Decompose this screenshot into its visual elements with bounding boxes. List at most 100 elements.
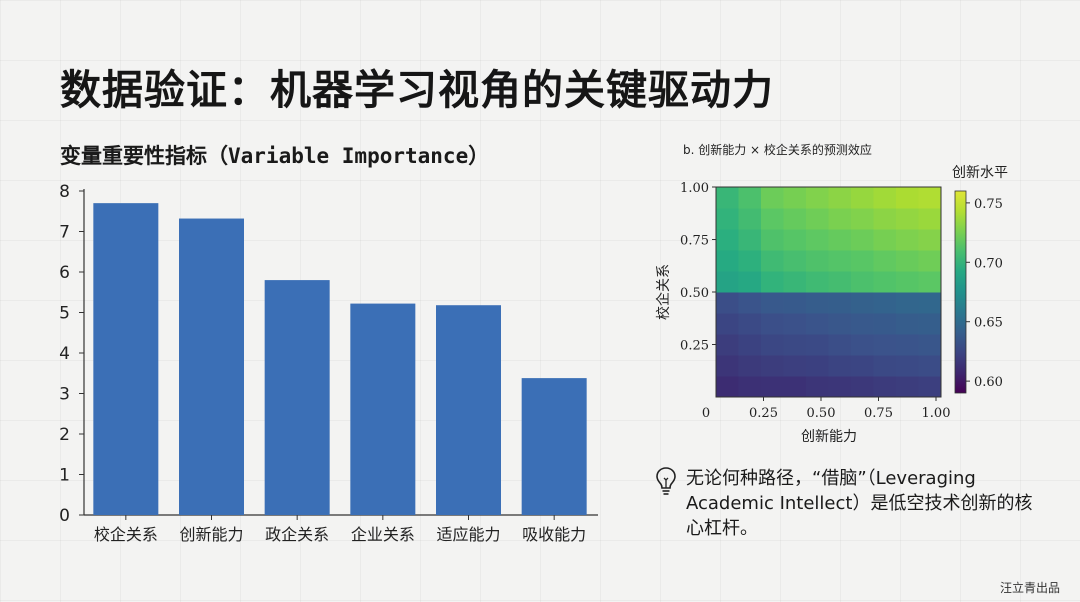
- bar-y-tick-label: 8: [59, 182, 70, 202]
- heatmap-cell: [738, 334, 762, 356]
- heatmap-cell: [873, 208, 897, 230]
- bar-y-tick-label: 5: [59, 304, 70, 324]
- heatmap-cell: [828, 208, 852, 230]
- heatmap-x-tick-label: 0.25: [749, 406, 778, 421]
- heatmap-cell: [806, 271, 829, 293]
- heatmap-cell: [828, 313, 852, 335]
- bar-chart-title-suffix: ）: [468, 144, 490, 168]
- heatmap-y-tick-label: 0.25: [680, 339, 709, 354]
- bar-chart-title-en: Variable Importance: [228, 144, 469, 168]
- heatmap-cell: [918, 271, 942, 293]
- colorbar-tick-label: 0.75: [974, 197, 1003, 212]
- bar: [264, 280, 330, 515]
- bar: [350, 303, 416, 515]
- heatmap-cell: [806, 355, 829, 377]
- heatmap-y-tick-label: 0.75: [680, 234, 709, 249]
- heatmap-cell: [828, 334, 852, 356]
- heatmap-cell: [783, 355, 807, 377]
- heatmap-cell: [828, 376, 852, 398]
- heatmap-cell: [851, 376, 874, 398]
- heatmap-cell: [738, 376, 762, 398]
- colorbar-tick-label: 0.65: [974, 316, 1003, 331]
- heatmap-cell: [828, 271, 852, 293]
- heatmap-cell: [738, 313, 762, 335]
- heatmap-cell: [896, 334, 919, 356]
- heatmap-cell: [716, 376, 739, 398]
- heatmap-x-tick-label: 1.00: [922, 406, 951, 421]
- heatmap-cell: [896, 250, 919, 272]
- heatmap-cell: [851, 187, 874, 209]
- heatmap-cell: [896, 355, 919, 377]
- bar-y-tick-label: 0: [59, 506, 70, 526]
- heatmap-cell: [851, 208, 874, 230]
- heatmap-cell: [828, 229, 852, 251]
- heatmap-cell: [896, 292, 919, 314]
- heatmap-cell: [828, 250, 852, 272]
- heatmap-cell: [851, 229, 874, 251]
- heatmap-cell: [761, 376, 784, 398]
- heatmap-cell: [851, 355, 874, 377]
- heatmap-cell: [896, 271, 919, 293]
- heatmap-cell: [716, 355, 739, 377]
- bar-chart-title-prefix: 变量重要性指标（: [60, 144, 228, 168]
- bar-y-tick-label: 7: [59, 223, 70, 243]
- lightbulb-icon: [656, 467, 676, 495]
- heatmap-cell: [716, 313, 739, 335]
- heatmap-cell: [716, 271, 739, 293]
- heatmap-cell: [873, 271, 897, 293]
- heatmap-cell: [918, 355, 942, 377]
- heatmap-y-tick-label: 0.50: [680, 286, 709, 301]
- heatmap-cell: [851, 292, 874, 314]
- bar-category-label: 政企关系: [265, 525, 329, 544]
- heatmap-cell: [828, 355, 852, 377]
- heatmap-x-tick-label: 0: [702, 406, 710, 421]
- heatmap-cell: [783, 229, 807, 251]
- heatmap-cell: [783, 376, 807, 398]
- heatmap-y-label: 校企关系: [655, 264, 672, 320]
- heatmap-cell: [873, 313, 897, 335]
- heatmap-cell: [918, 313, 942, 335]
- heatmap-cell: [806, 229, 829, 251]
- heatmap-y-tick-label: 1.00: [680, 181, 709, 196]
- heatmap-cell: [716, 334, 739, 356]
- heatmap-cell: [761, 313, 784, 335]
- heatmap-cell: [783, 271, 807, 293]
- heatmap-cell: [761, 208, 784, 230]
- heatmap-cell: [806, 334, 829, 356]
- heatmap-cell: [716, 229, 739, 251]
- heatmap-cell: [828, 292, 852, 314]
- heatmap-cell: [783, 334, 807, 356]
- heatmap-cell: [761, 271, 784, 293]
- page-title: 数据验证：机器学习视角的关键驱动力: [60, 66, 774, 114]
- bar-category-label: 吸收能力: [522, 525, 586, 544]
- heatmap-cell: [806, 187, 829, 209]
- heatmap-cell: [806, 376, 829, 398]
- heatmap-cell: [783, 250, 807, 272]
- heatmap-cell: [918, 208, 942, 230]
- heatmap-cell: [873, 229, 897, 251]
- heatmap-cell: [918, 187, 942, 209]
- heatmap-cell: [716, 250, 739, 272]
- heatmap-cell: [896, 229, 919, 251]
- heatmap-cell: [783, 313, 807, 335]
- heatmap-cell: [918, 250, 942, 272]
- bar-category-label: 校企关系: [94, 525, 158, 544]
- insight-text: 无论何种路径，“借脑”（Leveraging Academic Intellec…: [686, 468, 1033, 539]
- heatmap-cell: [761, 250, 784, 272]
- heatmap-cell: [873, 187, 897, 209]
- bar-y-tick-label: 2: [59, 425, 70, 445]
- bar: [179, 218, 244, 516]
- heatmap-x-tick-label: 0.50: [807, 406, 836, 421]
- heatmap-cell: [716, 292, 739, 314]
- heatmap-cell: [873, 250, 897, 272]
- colorbar-label: 创新水平: [952, 165, 1008, 181]
- colorbar-tick-label: 0.60: [974, 375, 1003, 390]
- bar-y-tick-label: 4: [59, 344, 70, 364]
- bar-category-label: 创新能力: [179, 525, 243, 544]
- heatmap-cell: [918, 376, 942, 398]
- bar: [521, 378, 587, 515]
- bar-y-tick-label: 6: [59, 263, 70, 283]
- heatmap-cell: [896, 208, 919, 230]
- heatmap-title: b. 创新能力 × 校企关系的预测效应: [683, 142, 872, 157]
